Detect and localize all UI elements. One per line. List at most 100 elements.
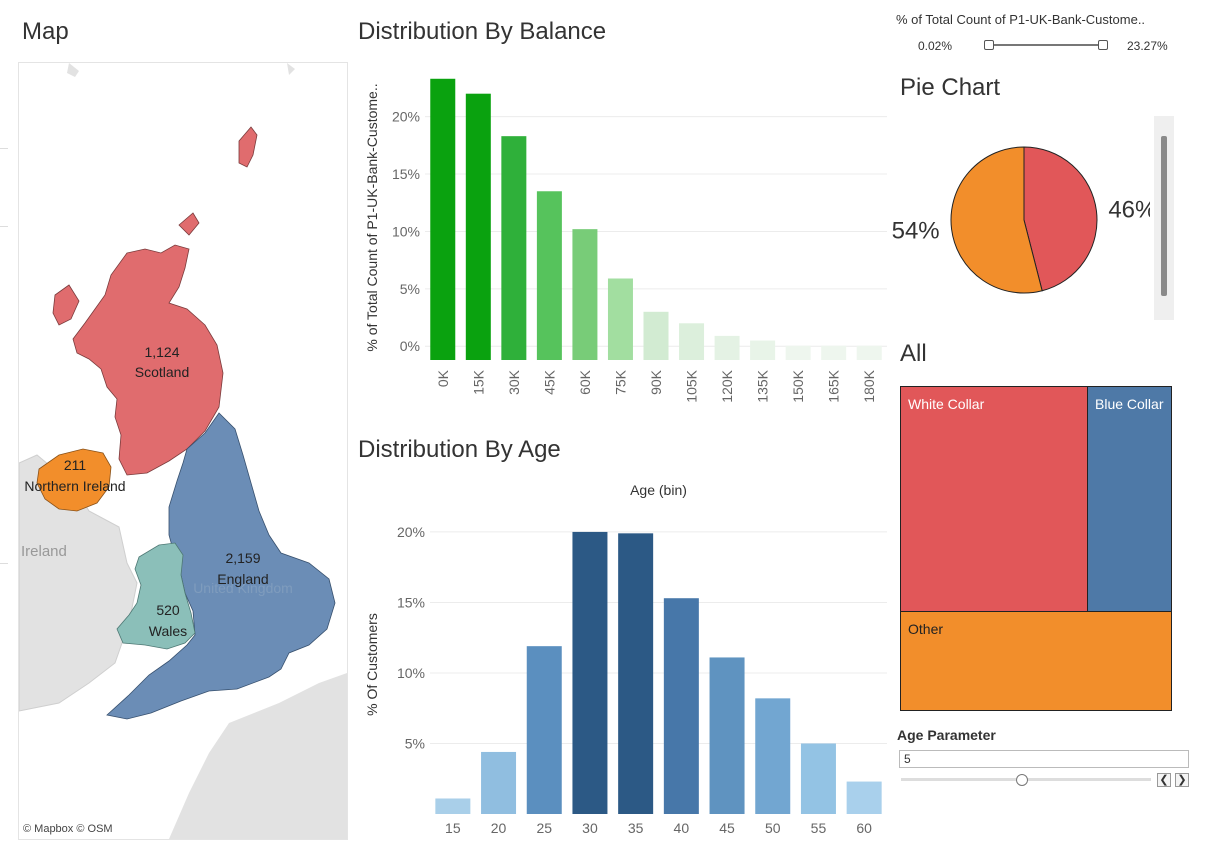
age-parameter-input[interactable] [899,750,1189,768]
x-tick-label: 45K [541,369,557,395]
y-tick-label: 15% [392,166,420,182]
treemap-tile-label: White Collar [908,396,985,412]
x-tick-label: 40 [674,820,690,836]
bar[interactable] [465,93,491,360]
bar[interactable] [821,345,847,360]
bar[interactable] [663,598,699,814]
age-parameter-prev-button[interactable]: ❮ [1157,773,1171,787]
age-chart-title: Distribution By Age [358,436,561,463]
age-parameter-next-button[interactable]: ❯ [1175,773,1189,787]
ireland-country-label: Ireland [21,543,67,560]
x-tick-label: 30 [582,820,598,836]
bar[interactable] [709,657,745,814]
x-tick-label: 165K [826,369,842,402]
x-tick-label: 30K [506,369,522,395]
divider [0,563,8,564]
land-islands [67,63,295,77]
age-parameter-thumb[interactable] [1016,774,1028,786]
x-tick-label: 35 [628,820,644,836]
pie-slice[interactable] [1023,146,1098,292]
land-europe [169,673,347,839]
pie-chart-title: Pie Chart [900,74,1001,101]
pie-slice[interactable] [950,146,1043,294]
y-tick-label: 10% [392,223,420,239]
bar[interactable] [679,323,705,360]
bar[interactable] [481,751,517,814]
y-tick-label: 10% [397,665,425,681]
treemap-tile[interactable]: Blue Collar [1087,386,1172,612]
bar[interactable] [607,278,633,360]
region-value-label: 211 [64,457,87,473]
region-name-label: Scotland [135,364,189,380]
y-tick-label: 0% [400,338,420,354]
y-tick-label: 5% [400,281,420,297]
filter-max-label: 23.27% [1127,39,1168,53]
x-tick-label: 105K [684,369,700,402]
x-tick-label: 55 [811,820,827,836]
treemap-tile-label: Blue Collar [1095,396,1164,412]
map-view[interactable]: Ireland United Kingdom 1,124 Scotland 21… [18,62,348,840]
pie-scrollbar[interactable] [1154,116,1174,320]
balance-chart[interactable]: 0% 5% 10% 15% 20% 0K 15K 30K 45K 60K 75K 90K 105K 120… [355,55,895,415]
filter-min-label: 0.02% [918,39,953,53]
map-canvas[interactable]: Ireland United Kingdom 1,124 Scotland 21… [19,63,347,839]
divider [0,148,8,149]
filter-title: % of Total Count of P1-UK-Bank-Custome.. [896,12,1146,27]
bar[interactable] [572,531,608,814]
bar[interactable] [714,335,740,360]
x-tick-label: 50 [765,820,781,836]
region-value-label: 2,159 [225,550,260,566]
region-wales [116,542,196,650]
bar[interactable] [755,698,791,814]
bar[interactable] [750,340,776,360]
y-tick-label: 15% [397,594,425,610]
bar[interactable] [572,229,598,360]
x-tick-label: 25 [536,820,552,836]
region-scotland [52,126,258,476]
x-tick-label: 15 [445,820,461,836]
pie-scrollbar-thumb[interactable] [1161,136,1167,296]
x-tick-label: 0K [435,369,451,387]
pie-slice-label: 46% [1108,196,1150,223]
region-value-label: 1,124 [144,344,179,360]
treemap[interactable]: White Collar Blue Collar Other [900,386,1172,711]
bar[interactable] [430,78,456,360]
y-axis-label: % of Total Count of P1-UK-Bank-Custome.. [364,83,380,351]
treemap-tile-label: Other [908,621,944,637]
region-name-label: Northern Ireland [24,478,125,494]
region-northern-ireland [36,448,112,512]
age-parameter-label: Age Parameter [897,727,996,743]
bar[interactable] [856,345,882,360]
bar[interactable] [435,798,471,814]
pie-slice-label: 54% [892,218,940,245]
filter-max-handle[interactable] [1098,40,1108,50]
bar[interactable] [800,743,836,814]
bar[interactable] [501,136,527,360]
bar[interactable] [618,533,654,814]
x-tick-label: 60 [856,820,872,836]
treemap-tile[interactable]: Other [900,611,1172,711]
region-name-label: England [217,571,268,587]
x-tick-label: 15K [470,369,486,395]
filter-min-handle[interactable] [984,40,994,50]
bar[interactable] [643,311,669,360]
region-name-label: Wales [149,623,187,639]
x-tick-label: 20 [491,820,507,836]
treemap-tile[interactable]: White Collar [900,386,1088,612]
filter-range-slider[interactable] [988,44,1104,46]
bar[interactable] [846,781,882,814]
y-tick-label: 20% [397,524,425,540]
region-value-label: 520 [156,602,180,618]
x-tick-label: 90K [648,369,664,395]
bar[interactable] [536,191,562,360]
pie-chart[interactable]: 46% 54% [890,140,1150,300]
x-tick-label: 75K [612,369,628,395]
x-tick-label: 120K [719,369,735,402]
bar[interactable] [526,646,562,814]
bar[interactable] [785,345,811,360]
x-axis-label: Age (bin) [630,482,687,498]
uk-label: United Kingdom [193,580,293,596]
divider [0,226,8,227]
y-tick-label: 20% [392,109,420,125]
age-chart[interactable]: Age (bin) 5% 10% 15% 20% 15 20 25 30 35 40 45 50 55 60… [355,475,895,845]
